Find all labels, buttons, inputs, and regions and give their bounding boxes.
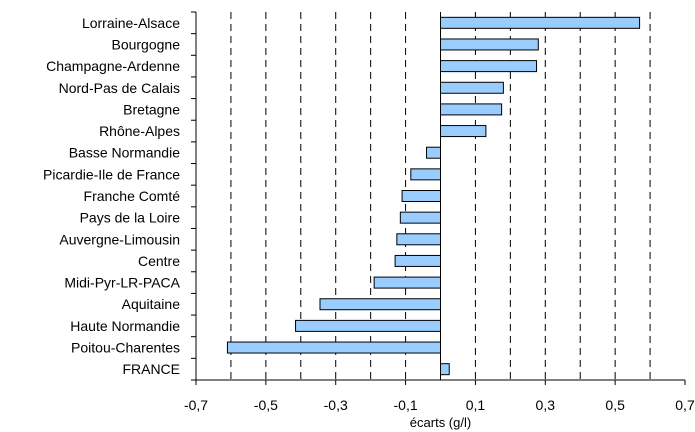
- x-tick-label: -0,3: [324, 397, 348, 413]
- x-tick-label: 0,1: [466, 397, 486, 413]
- category-labels: Lorraine-Alsace Bourgogne Champagne-Ardenn…: [43, 15, 181, 377]
- category-label: Picardie-Ile de France: [43, 166, 180, 182]
- bar: [440, 125, 487, 138]
- category-label: Bretagne: [123, 101, 180, 117]
- bar: [401, 190, 442, 202]
- bar: [426, 146, 441, 159]
- category-label: Poitou-Charentes: [71, 340, 180, 356]
- bar: [226, 341, 441, 354]
- category-label: Pays de la Loire: [80, 210, 181, 226]
- category-label: Midi-Pyr-LR-PACA: [64, 275, 180, 291]
- bar: [440, 81, 504, 94]
- bar: [410, 168, 441, 181]
- bar: [295, 319, 441, 332]
- x-axis-title: écarts (g/l): [410, 415, 471, 430]
- category-label: Haute Normandie: [70, 318, 180, 334]
- category-label: Lorraine-Alsace: [82, 15, 180, 31]
- axes: [191, 11, 686, 385]
- bar: [394, 254, 442, 267]
- bar: [440, 363, 450, 376]
- bar: [396, 233, 442, 246]
- category-label: Auvergne-Limousin: [59, 231, 180, 247]
- bar: [399, 211, 442, 224]
- category-label: Nord-Pas de Calais: [59, 80, 180, 96]
- x-tick-label: -0,5: [254, 397, 278, 413]
- category-label: Rhône-Alpes: [99, 123, 180, 139]
- bar: [440, 16, 641, 29]
- x-tick-label: 0,5: [605, 397, 625, 413]
- category-label: Franche Comté: [84, 188, 181, 204]
- x-tick-label: -0,1: [394, 397, 418, 413]
- category-label: Bourgogne: [111, 36, 180, 52]
- x-tick-labels: -0,7 -0,5 -0,3 -0,1 0,1 0,3 0,5 0,7: [184, 397, 695, 413]
- x-tick-label: 0,7: [675, 397, 695, 413]
- bar: [440, 60, 538, 73]
- x-tick-label: 0,3: [536, 397, 556, 413]
- category-label: Aquitaine: [122, 296, 181, 312]
- bar: [440, 38, 539, 51]
- category-label: Basse Normandie: [69, 145, 180, 161]
- bars: [226, 16, 641, 376]
- bar: [319, 298, 441, 311]
- category-label: Centre: [138, 253, 180, 269]
- category-label: FRANCE: [122, 361, 180, 377]
- x-tick-label: -0,7: [184, 397, 208, 413]
- category-label: Champagne-Ardenne: [46, 58, 180, 74]
- bar: [373, 276, 441, 289]
- bar: [440, 103, 503, 116]
